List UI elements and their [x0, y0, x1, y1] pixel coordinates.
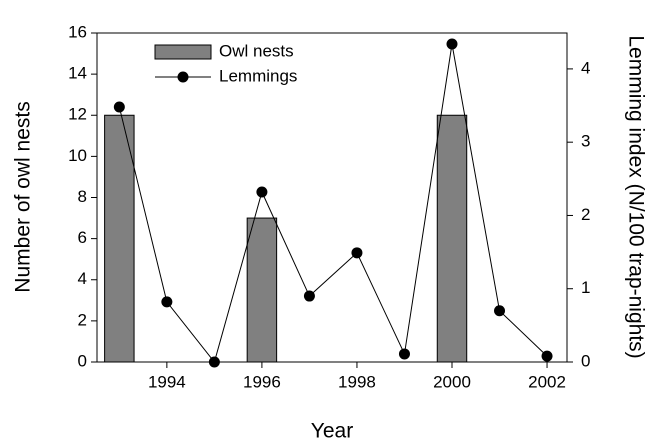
- x-tick-label: 2000: [433, 372, 471, 391]
- point: [113, 101, 125, 113]
- y-axis-label: Number of owl nests: [12, 101, 35, 292]
- point: [351, 247, 363, 259]
- y2-tick-label: 3: [581, 132, 590, 151]
- y2-tick-label: 4: [581, 58, 590, 77]
- x-tick-label: 1996: [243, 372, 281, 391]
- point: [494, 305, 506, 317]
- legend-label: Owl nests: [219, 41, 294, 60]
- y-tick-label: 4: [78, 269, 87, 288]
- bar: [104, 114, 135, 363]
- y2-axis-label: Lemming index (N/100 trap-nights): [624, 35, 647, 358]
- legend-swatch: [154, 44, 212, 60]
- x-tick-label: 2002: [528, 372, 566, 391]
- bar: [436, 114, 468, 363]
- y-tick-label: 10: [68, 146, 87, 165]
- point: [256, 186, 268, 198]
- legend-marker: [177, 71, 189, 83]
- y-tick-label: 12: [68, 105, 87, 124]
- y-tick-label: 8: [78, 187, 87, 206]
- plot-frame: [96, 32, 568, 363]
- x-tick-label: 1994: [148, 372, 186, 391]
- y-tick-label: 14: [68, 64, 87, 83]
- y-tick-label: 0: [78, 351, 87, 370]
- point: [446, 38, 458, 50]
- point: [541, 350, 553, 362]
- x-tick-label: 1998: [338, 372, 376, 391]
- y2-tick-label: 1: [581, 278, 590, 297]
- legend-label: Lemmings: [219, 66, 297, 85]
- point: [161, 296, 173, 308]
- y2-tick-label: 0: [581, 351, 590, 370]
- point: [303, 290, 315, 302]
- y2-tick-label: 2: [581, 205, 590, 224]
- point: [398, 348, 410, 360]
- line: [118, 43, 548, 364]
- bar: [246, 217, 278, 363]
- x-axis-label: Year: [311, 420, 353, 443]
- y-tick-label: 16: [68, 22, 87, 41]
- y-tick-label: 6: [78, 228, 87, 247]
- y-tick-label: 2: [78, 310, 87, 329]
